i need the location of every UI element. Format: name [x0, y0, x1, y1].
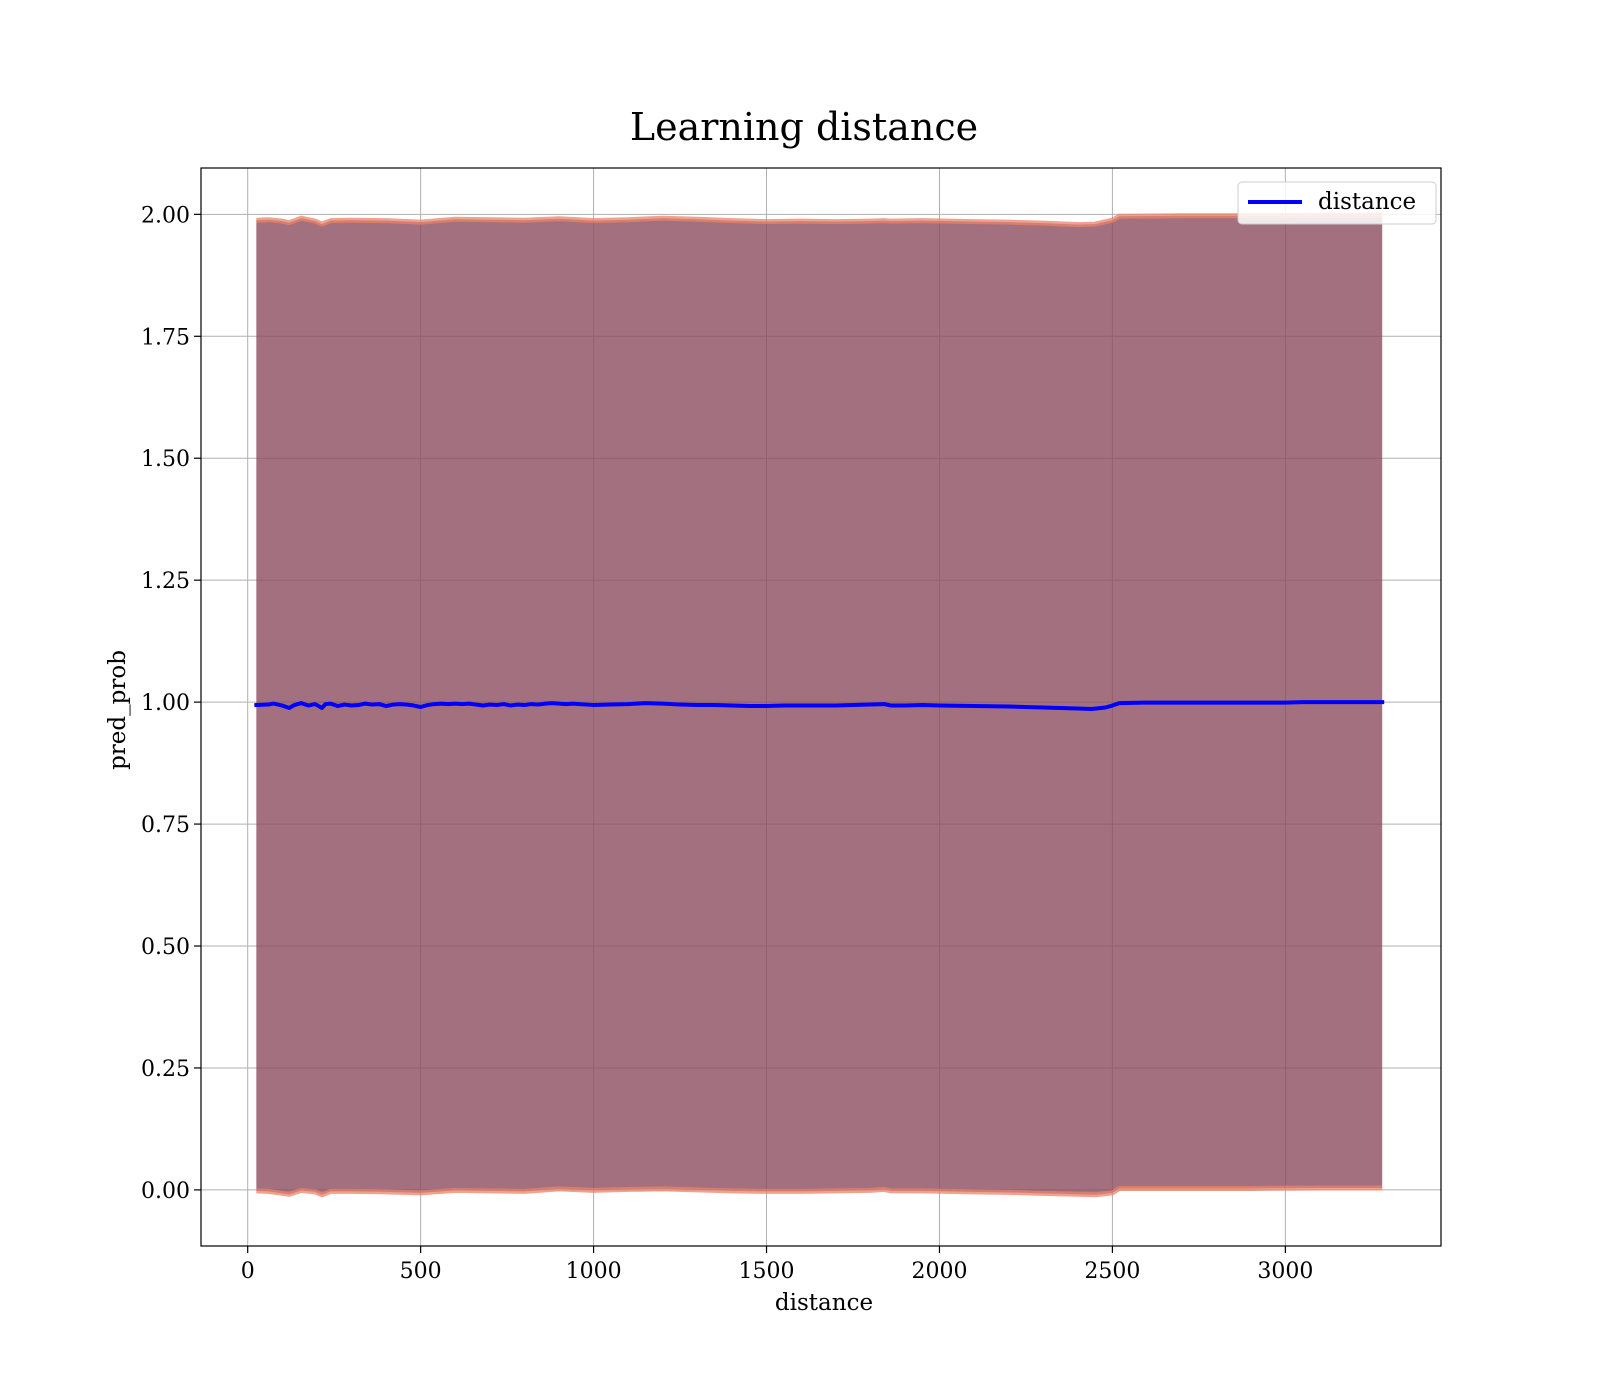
x-ticks: 0 500 1000 1500 2000 2500 3000 — [241, 1246, 1313, 1284]
legend-label: distance — [1318, 189, 1416, 215]
y-tick-label: 0.00 — [141, 1179, 190, 1204]
y-tick-label: 1.75 — [141, 325, 190, 350]
x-tick-label: 1500 — [739, 1259, 795, 1284]
y-tick-label: 0.25 — [141, 1057, 190, 1082]
legend: distance — [1237, 181, 1437, 225]
x-axis-label: distance — [775, 1290, 873, 1316]
x-tick-label: 3000 — [1257, 1259, 1313, 1284]
legend-box — [1237, 181, 1437, 225]
y-tick-label: 2.00 — [141, 203, 190, 228]
y-tick-label: 0.75 — [141, 813, 190, 838]
y-tick-label: 1.50 — [141, 447, 190, 472]
series-line-distance — [254, 700, 1385, 711]
x-tick-label: 2500 — [1084, 1259, 1140, 1284]
band-lower-edge — [256, 1185, 1383, 1198]
y-tick-label: 0.50 — [141, 935, 190, 960]
x-tick-label: 1000 — [566, 1259, 622, 1284]
plot-frame — [200, 167, 1442, 1247]
y-tick-label: 1.25 — [141, 569, 190, 594]
y-axis-label: pred_prob — [105, 650, 131, 770]
band-upper-edge — [256, 212, 1383, 228]
y-ticks: 0.00 0.25 0.50 0.75 1.00 1.25 1.50 1.75 2.00 — [141, 203, 201, 1204]
y-tick-label: 1.00 — [141, 691, 190, 716]
x-tick-label: 0 — [241, 1259, 255, 1284]
x-tick-label: 2000 — [911, 1259, 967, 1284]
x-tick-label: 500 — [400, 1259, 442, 1284]
series-lines — [254, 700, 1385, 711]
chart-title: Learning distance — [630, 105, 978, 149]
